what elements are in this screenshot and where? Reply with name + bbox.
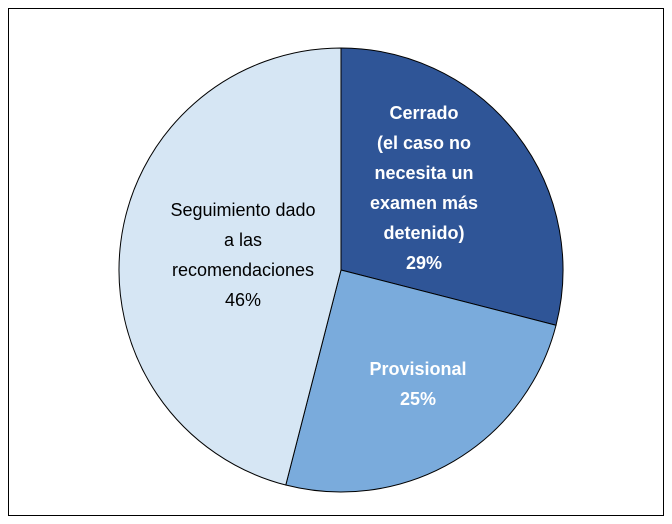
pie-slice [118,47,342,486]
category-label: Seguimiento dado a las recomendaciones [170,200,316,280]
slice-label: Provisional 25% [369,354,466,414]
category-label: Cerrado (el caso no necesita un examen m… [369,103,479,243]
pie-slice [285,269,557,493]
value-label: 29% [405,253,443,273]
slice-label: Seguimiento dado a las recomendaciones 46… [170,195,315,315]
slice-label: Cerrado (el caso no necesita un examen m… [370,98,478,278]
value-label: 46% [224,290,262,310]
value-label: 25% [399,389,437,409]
category-label: Provisional [369,359,467,379]
pie-slice [340,47,564,326]
